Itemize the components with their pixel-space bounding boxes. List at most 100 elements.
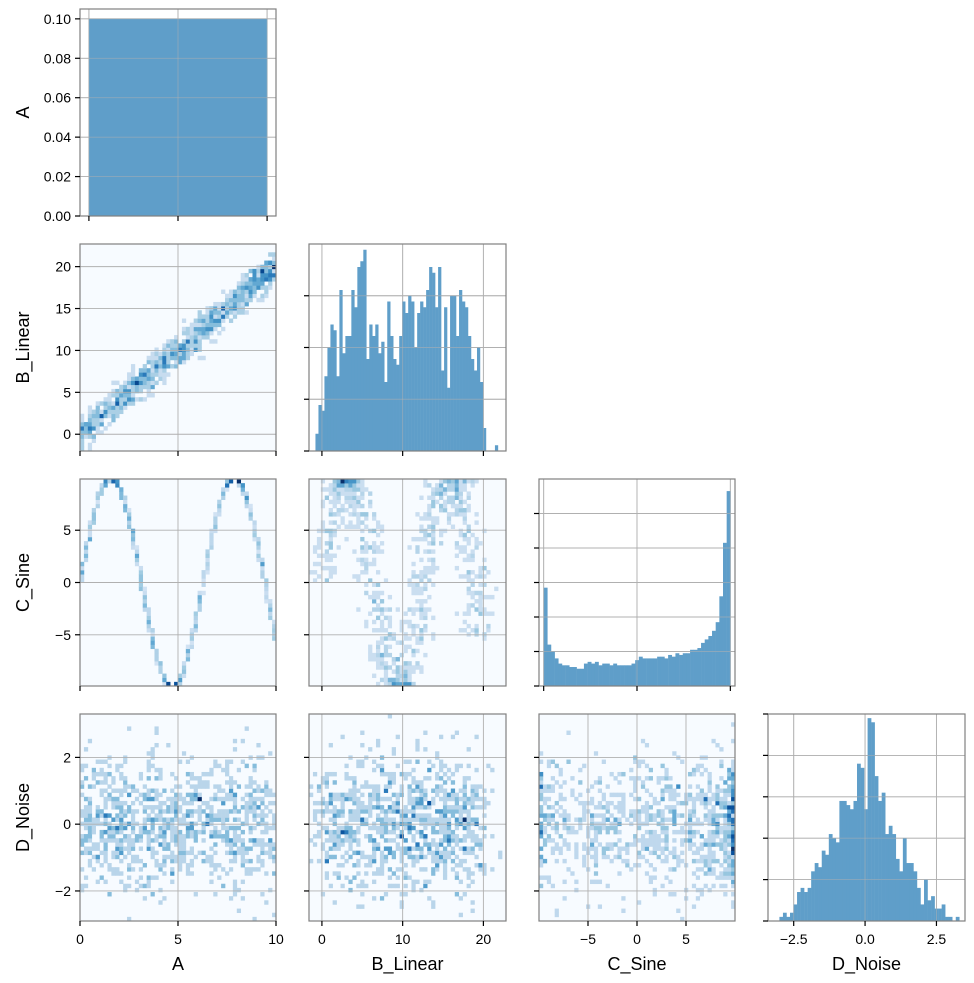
histogram-bar — [697, 648, 702, 686]
y-tick-label: 0.00 — [44, 208, 71, 224]
histogram-bar — [342, 353, 346, 451]
histogram-bar — [955, 916, 960, 921]
histogram-bar — [726, 491, 731, 686]
histogram-bar — [333, 330, 337, 451]
y-axis-label: B_Linear — [13, 311, 34, 383]
x-tick-label: 2.5 — [927, 931, 947, 947]
histogram-bar — [723, 542, 727, 686]
y-tick-label: 0.08 — [44, 50, 71, 66]
histogram-bar — [554, 658, 559, 686]
histogram-bar — [435, 307, 439, 451]
histogram-bar — [821, 850, 826, 921]
y-tick-label: 2 — [63, 749, 71, 765]
histogram-bar — [369, 324, 373, 451]
histogram-bar — [653, 658, 658, 686]
x-axis-label: D_Noise — [832, 954, 901, 975]
histogram-bar — [390, 336, 394, 451]
panel-D-vs-B: 0 10 20 B_Linear — [304, 713, 507, 975]
panel-C-hist — [534, 478, 736, 691]
histogram-bar — [399, 336, 403, 451]
histogram-bar — [447, 387, 451, 451]
histogram-bar — [646, 658, 651, 686]
histogram-bar — [378, 353, 382, 451]
histogram-bar — [913, 871, 918, 921]
histogram-bar — [927, 900, 932, 921]
histogram-bar — [853, 800, 858, 921]
plot-area — [80, 479, 276, 686]
histogram-bar — [649, 658, 654, 686]
panel-C-vs-B — [304, 478, 507, 691]
histogram-bar — [846, 805, 851, 921]
histogram-bar — [594, 661, 599, 686]
histogram-bar — [804, 892, 808, 921]
x-tick-label: −5 — [580, 931, 596, 947]
x-tick-label: −2.5 — [780, 931, 808, 947]
histogram-bar — [366, 359, 370, 451]
histogram-bar — [580, 668, 585, 686]
histogram-bar — [790, 912, 794, 921]
histogram-bar — [543, 587, 548, 686]
histogram-bar — [583, 663, 588, 686]
histogram-bars — [779, 718, 960, 921]
histogram-bar — [348, 336, 352, 451]
histogram-bar — [849, 809, 854, 921]
histogram-bar — [871, 722, 875, 921]
histogram-bar — [468, 336, 472, 451]
histogram-bar — [411, 301, 415, 451]
histogram-bar — [547, 644, 552, 686]
histogram-bar — [345, 336, 349, 451]
histogram-bar — [561, 665, 566, 686]
histogram-bar — [864, 809, 868, 921]
y-axis-label: C_Sine — [13, 553, 34, 612]
x-tick-label: 10 — [268, 931, 284, 947]
histogram-bar — [384, 382, 388, 451]
histogram-bar — [550, 651, 555, 686]
plot-area — [80, 714, 276, 921]
histogram-bar — [708, 635, 713, 686]
histogram-bar — [396, 364, 400, 451]
y-tick-label: 0.04 — [44, 129, 71, 145]
histogram-bar — [462, 301, 466, 451]
plot-area — [80, 244, 276, 451]
histogram-bar — [664, 658, 669, 686]
histogram-bar — [712, 630, 716, 686]
histogram-bar — [938, 908, 942, 921]
x-tick-label: 10 — [395, 931, 411, 947]
histogram-bar — [494, 445, 499, 451]
histogram-bar — [450, 295, 454, 451]
histogram-bar — [482, 428, 487, 451]
plot-area — [309, 244, 506, 451]
plot-area — [539, 714, 735, 921]
axes-frame — [767, 713, 966, 922]
histogram-bar — [642, 658, 647, 686]
plot-area — [539, 479, 735, 686]
y-tick-label: −5 — [55, 627, 71, 643]
x-tick-label: 5 — [174, 931, 182, 947]
histogram-bar — [867, 718, 872, 921]
histogram-bar — [679, 654, 683, 686]
histogram-bar — [616, 665, 621, 686]
histogram-bar — [782, 912, 787, 921]
histogram-bar — [417, 313, 421, 451]
histogram-bar — [860, 767, 865, 921]
y-tick-label: 0.06 — [44, 90, 71, 106]
histogram-bar — [471, 359, 475, 451]
histogram-bar — [474, 370, 478, 451]
x-tick-label: 5 — [682, 931, 690, 947]
histogram-bar — [657, 656, 662, 686]
histogram-bar — [444, 307, 448, 451]
histogram-bar — [842, 800, 847, 921]
panel-D-hist: −2.5 0.0 2.5 D_Noise — [763, 713, 966, 975]
y-tick-label: 15 — [55, 301, 71, 317]
histogram-bar — [909, 863, 914, 921]
histogram-bar — [426, 290, 430, 451]
y-tick-label: 5 — [63, 522, 71, 538]
histogram-bar — [945, 916, 949, 921]
histogram-bar — [459, 290, 463, 451]
histogram-bar — [874, 776, 879, 921]
histogram-bar — [613, 663, 618, 686]
histogram-bar — [381, 341, 385, 451]
histogram-bar — [682, 653, 687, 686]
histogram-bar — [330, 324, 334, 451]
x-axis-label: C_Sine — [607, 954, 666, 975]
